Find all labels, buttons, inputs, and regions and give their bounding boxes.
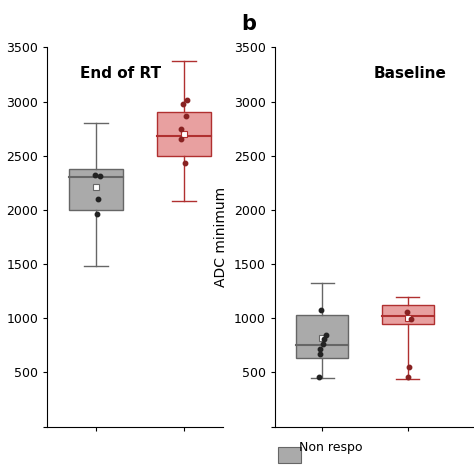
Bar: [69, 169, 123, 210]
Text: End of RT: End of RT: [81, 66, 162, 82]
Bar: [278, 447, 301, 463]
Y-axis label: ADC minimum: ADC minimum: [214, 187, 228, 287]
Bar: [157, 112, 210, 156]
Text: Non respo: Non respo: [299, 441, 362, 455]
Bar: [382, 305, 434, 324]
Bar: [296, 315, 348, 358]
Text: Baseline: Baseline: [374, 66, 447, 82]
Text: b: b: [242, 14, 257, 34]
